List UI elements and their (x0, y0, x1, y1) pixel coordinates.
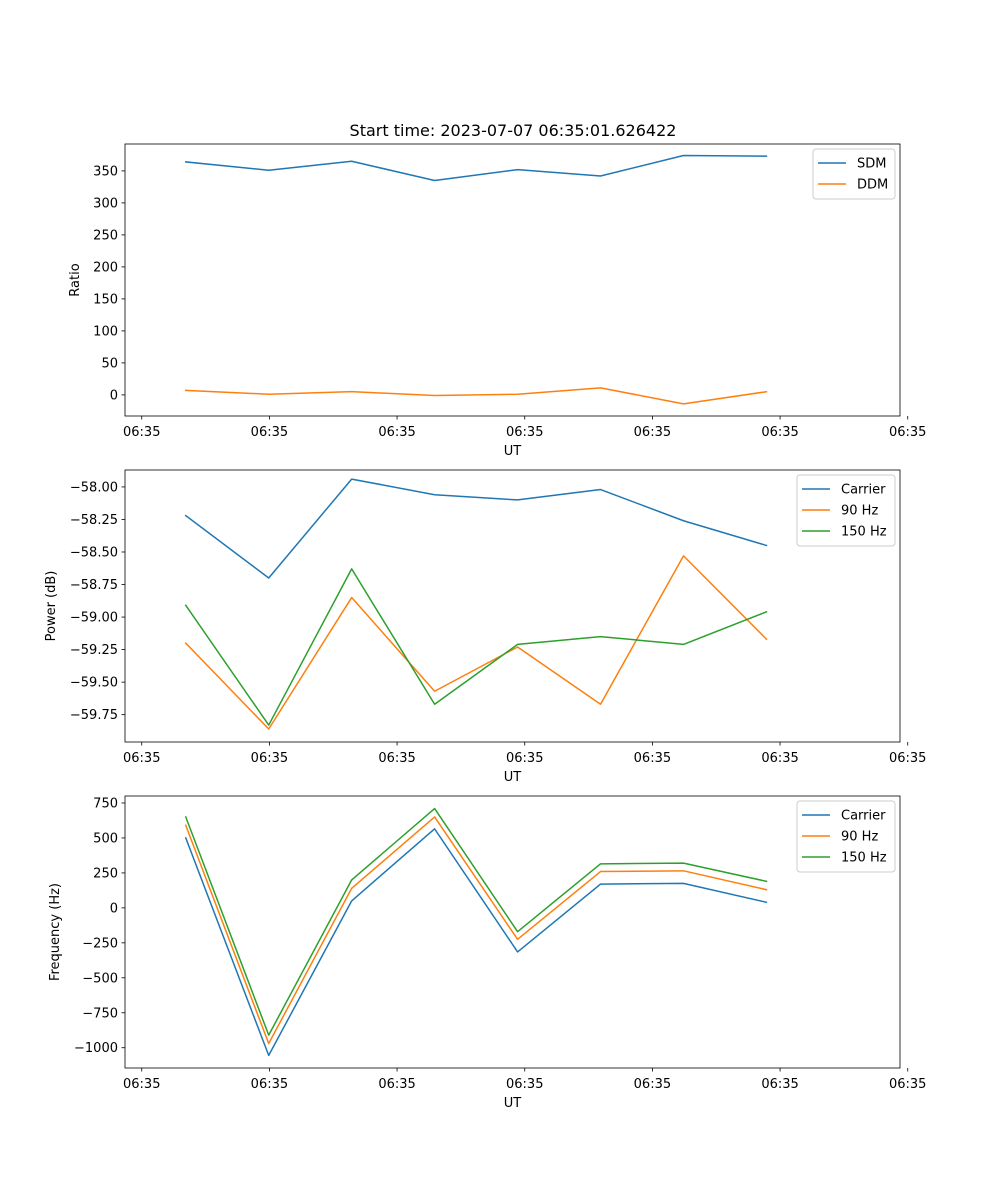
x-tick-label: 06:35 (634, 1077, 671, 1092)
legend-label: 90 Hz (841, 830, 878, 845)
y-tick-label: 350 (93, 164, 118, 179)
x-tick-label: 06:35 (761, 751, 798, 766)
legend-box (796, 474, 896, 547)
series-line-carrier (184, 828, 768, 1057)
y-tick-label: −1000 (74, 1041, 118, 1056)
legend-label: SDM (857, 157, 886, 172)
x-tick-label: 06:35 (251, 751, 288, 766)
legend-label: 150 Hz (841, 851, 887, 866)
y-tick-label: −58.25 (70, 513, 118, 528)
legend-box (796, 800, 896, 873)
plot-area (125, 470, 900, 742)
legend-label: DDM (857, 178, 888, 193)
axes-frame (124, 795, 901, 1069)
x-tick-label: 06:35 (889, 425, 926, 440)
y-axis-label: Frequency (Hz) (48, 883, 63, 981)
x-tick-label: 06:35 (251, 425, 288, 440)
legend-label: 150 Hz (841, 525, 887, 540)
y-tick-label: 0 (110, 388, 118, 403)
x-tick-label: 06:35 (889, 751, 926, 766)
panel-3: 06:35 06:35 06:35 06:35 06:35 06:35 06:35 −1000… (48, 795, 926, 1111)
series-line-90-hz (184, 555, 768, 730)
y-tick-label: −59.00 (70, 611, 118, 626)
x-tick-label: 06:35 (634, 751, 671, 766)
panel-2: 06:35 06:35 06:35 06:35 06:35 06:35 06:35 −59.7… (44, 469, 926, 785)
chart-title: Start time: 2023-07-07 06:35:01.626422 (350, 121, 677, 140)
y-tick-label: 250 (93, 228, 118, 243)
x-tick-label: 06:35 (123, 751, 160, 766)
y-tick-label: −59.75 (70, 708, 118, 723)
legend-label: Carrier (841, 809, 886, 824)
y-tick-label: −750 (82, 1006, 118, 1021)
panel-1: 06:35 06:35 06:35 06:35 06:35 06:35 06:35 0 50 10… (68, 143, 926, 459)
axes-frame (124, 469, 901, 743)
series-line-90-hz (184, 816, 768, 1045)
x-tick-label: 06:35 (761, 425, 798, 440)
plot-area (125, 144, 900, 416)
y-tick-label: 100 (93, 324, 118, 339)
y-axis-label: Power (dB) (44, 571, 59, 642)
x-tick-label: 06:35 (506, 425, 543, 440)
x-tick-label: 06:35 (506, 751, 543, 766)
y-tick-label: −59.25 (70, 643, 118, 658)
y-tick-label: 750 (93, 796, 118, 811)
x-tick-label: 06:35 (378, 1077, 415, 1092)
x-tick-label: 06:35 (634, 425, 671, 440)
x-tick-label: 06:35 (378, 751, 415, 766)
y-tick-label: 200 (93, 260, 118, 275)
y-tick-label: −250 (82, 936, 118, 951)
x-axis-label: UT (504, 444, 522, 459)
y-axis-label: Ratio (68, 263, 83, 296)
y-tick-label: −59.50 (70, 676, 118, 691)
legend-box (812, 148, 896, 200)
x-tick-label: 06:35 (889, 1077, 926, 1092)
y-tick-label: −58.50 (70, 545, 118, 560)
y-tick-label: −58.00 (70, 480, 118, 495)
x-axis-label: UT (504, 770, 522, 785)
panels: 06:35 06:35 06:35 06:35 06:35 06:35 06:35 0 50 10… (44, 143, 926, 1111)
x-tick-label: 06:35 (123, 1077, 160, 1092)
legend-label: 90 Hz (841, 504, 878, 519)
y-tick-label: 0 (110, 901, 118, 916)
x-axis-label: UT (504, 1096, 522, 1111)
y-tick-label: 300 (93, 196, 118, 211)
x-tick-label: 06:35 (123, 425, 160, 440)
legend: Carrier 90 Hz 150 Hz (796, 474, 896, 547)
y-tick-label: 150 (93, 292, 118, 307)
series-line-sdm (184, 154, 768, 182)
legend: SDM DDM (812, 148, 896, 200)
series-line-carrier (184, 478, 768, 579)
x-tick-label: 06:35 (251, 1077, 288, 1092)
y-tick-label: 50 (101, 356, 118, 371)
axes-frame (124, 143, 901, 417)
legend: Carrier 90 Hz 150 Hz (796, 800, 896, 873)
series-line-150-hz (184, 568, 768, 726)
legend-label: Carrier (841, 483, 886, 498)
x-tick-label: 06:35 (378, 425, 415, 440)
series-line-150-hz (184, 807, 768, 1036)
y-tick-label: −58.75 (70, 578, 118, 593)
y-tick-label: 250 (93, 866, 118, 881)
series-line-ddm (184, 387, 768, 405)
x-tick-label: 06:35 (506, 1077, 543, 1092)
y-tick-label: 500 (93, 831, 118, 846)
x-tick-label: 06:35 (761, 1077, 798, 1092)
y-tick-label: −500 (82, 971, 118, 986)
